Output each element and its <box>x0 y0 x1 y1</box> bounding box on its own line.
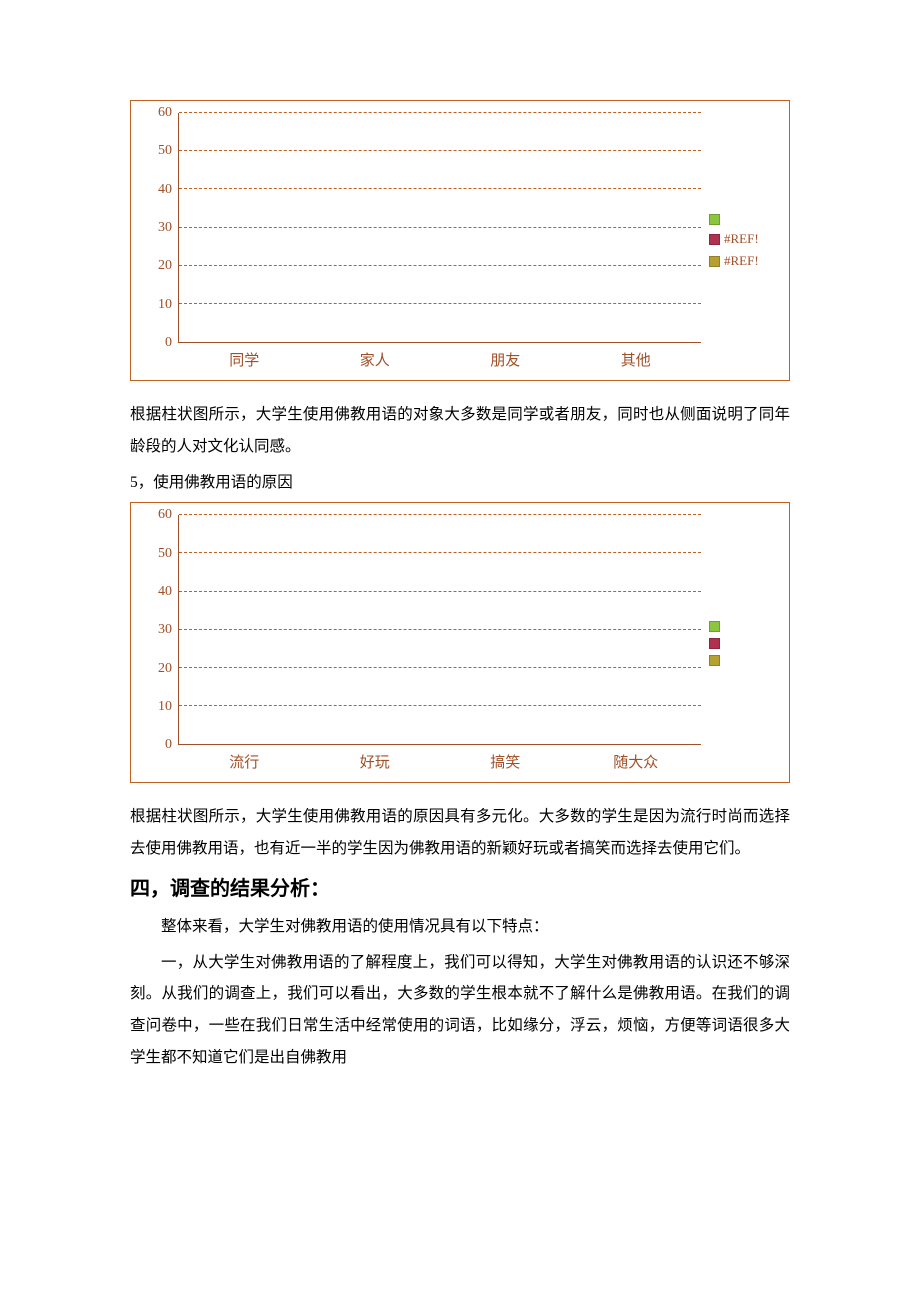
analysis-intro: 整体来看，大学生对佛教用语的使用情况具有以下特点： <box>130 911 790 943</box>
legend-item <box>709 655 779 666</box>
legend-swatch <box>709 638 720 649</box>
chart1-legend: #REF! #REF! <box>701 113 779 370</box>
chart-reasons: 0 10 20 30 40 50 60 流行好玩搞笑随大众 <box>130 502 790 783</box>
legend-item <box>709 621 779 632</box>
chart2-plot-area <box>179 515 701 745</box>
chart2-x-labels: 流行好玩搞笑随大众 <box>179 751 701 772</box>
gridline <box>179 112 701 113</box>
y-tick-label: 40 <box>158 182 172 198</box>
y-tick-label: 50 <box>158 143 172 159</box>
chart1-y-axis: 0102030405060 <box>141 113 179 343</box>
y-tick-label: 40 <box>158 584 172 600</box>
gridline <box>179 227 701 228</box>
gridline <box>179 552 701 553</box>
gridline <box>179 188 701 189</box>
x-axis-label: 朋友 <box>440 349 571 370</box>
gridline <box>179 705 701 706</box>
gridline <box>179 667 701 668</box>
y-tick-label: 30 <box>158 622 172 638</box>
legend-item: #REF! <box>709 231 779 247</box>
chart2-y-axis: 0102030405060 <box>141 515 179 745</box>
y-tick-label: 20 <box>158 258 172 274</box>
gridline <box>179 514 701 515</box>
x-axis-label: 流行 <box>179 751 310 772</box>
chart-targets: 0 10 20 30 40 50 60 同学家人朋友其他 #REF! #REF! <box>130 100 790 381</box>
y-tick-label: 10 <box>158 699 172 715</box>
x-axis-label: 家人 <box>310 349 441 370</box>
y-tick-label: 0 <box>165 737 172 753</box>
y-tick-label: 10 <box>158 297 172 313</box>
legend-swatch <box>709 256 720 267</box>
legend-item: #REF! <box>709 253 779 269</box>
x-axis-label: 同学 <box>179 349 310 370</box>
analysis-point-1: 一，从大学生对佛教用语的了解程度上，我们可以得知，大学生对佛教用语的认识还不够深… <box>130 947 790 1074</box>
y-tick-label: 20 <box>158 661 172 677</box>
y-tick-label: 0 <box>165 335 172 351</box>
chart1-bars <box>179 113 701 342</box>
y-tick-label: 30 <box>158 220 172 236</box>
x-axis-label: 搞笑 <box>440 751 571 772</box>
chart2-legend <box>701 515 779 772</box>
chart1-x-labels: 同学家人朋友其他 <box>179 349 701 370</box>
y-tick-label: 60 <box>158 105 172 121</box>
legend-swatch <box>709 234 720 245</box>
subheading-reason: 5，使用佛教用语的原因 <box>130 467 790 499</box>
gridline <box>179 303 701 304</box>
chart1-caption: 根据柱状图所示，大学生使用佛教用语的对象大多数是同学或者朋友，同时也从侧面说明了… <box>130 399 790 463</box>
legend-label: #REF! <box>724 231 759 247</box>
chart2-caption: 根据柱状图所示，大学生使用佛教用语的原因具有多元化。大多数的学生是因为流行时尚而… <box>130 801 790 865</box>
x-axis-label: 随大众 <box>571 751 702 772</box>
legend-swatch <box>709 621 720 632</box>
section-title-analysis: 四，调查的结果分析： <box>130 871 790 907</box>
legend-swatch <box>709 214 720 225</box>
gridline <box>179 265 701 266</box>
legend-item <box>709 214 779 225</box>
y-tick-label: 60 <box>158 507 172 523</box>
gridline <box>179 150 701 151</box>
chart1-plot-area <box>179 113 701 343</box>
gridline <box>179 629 701 630</box>
gridline <box>179 591 701 592</box>
y-tick-label: 50 <box>158 546 172 562</box>
legend-label: #REF! <box>724 253 759 269</box>
chart2-bars <box>179 515 701 744</box>
x-axis-label: 其他 <box>571 349 702 370</box>
legend-swatch <box>709 655 720 666</box>
legend-item <box>709 638 779 649</box>
x-axis-label: 好玩 <box>310 751 441 772</box>
